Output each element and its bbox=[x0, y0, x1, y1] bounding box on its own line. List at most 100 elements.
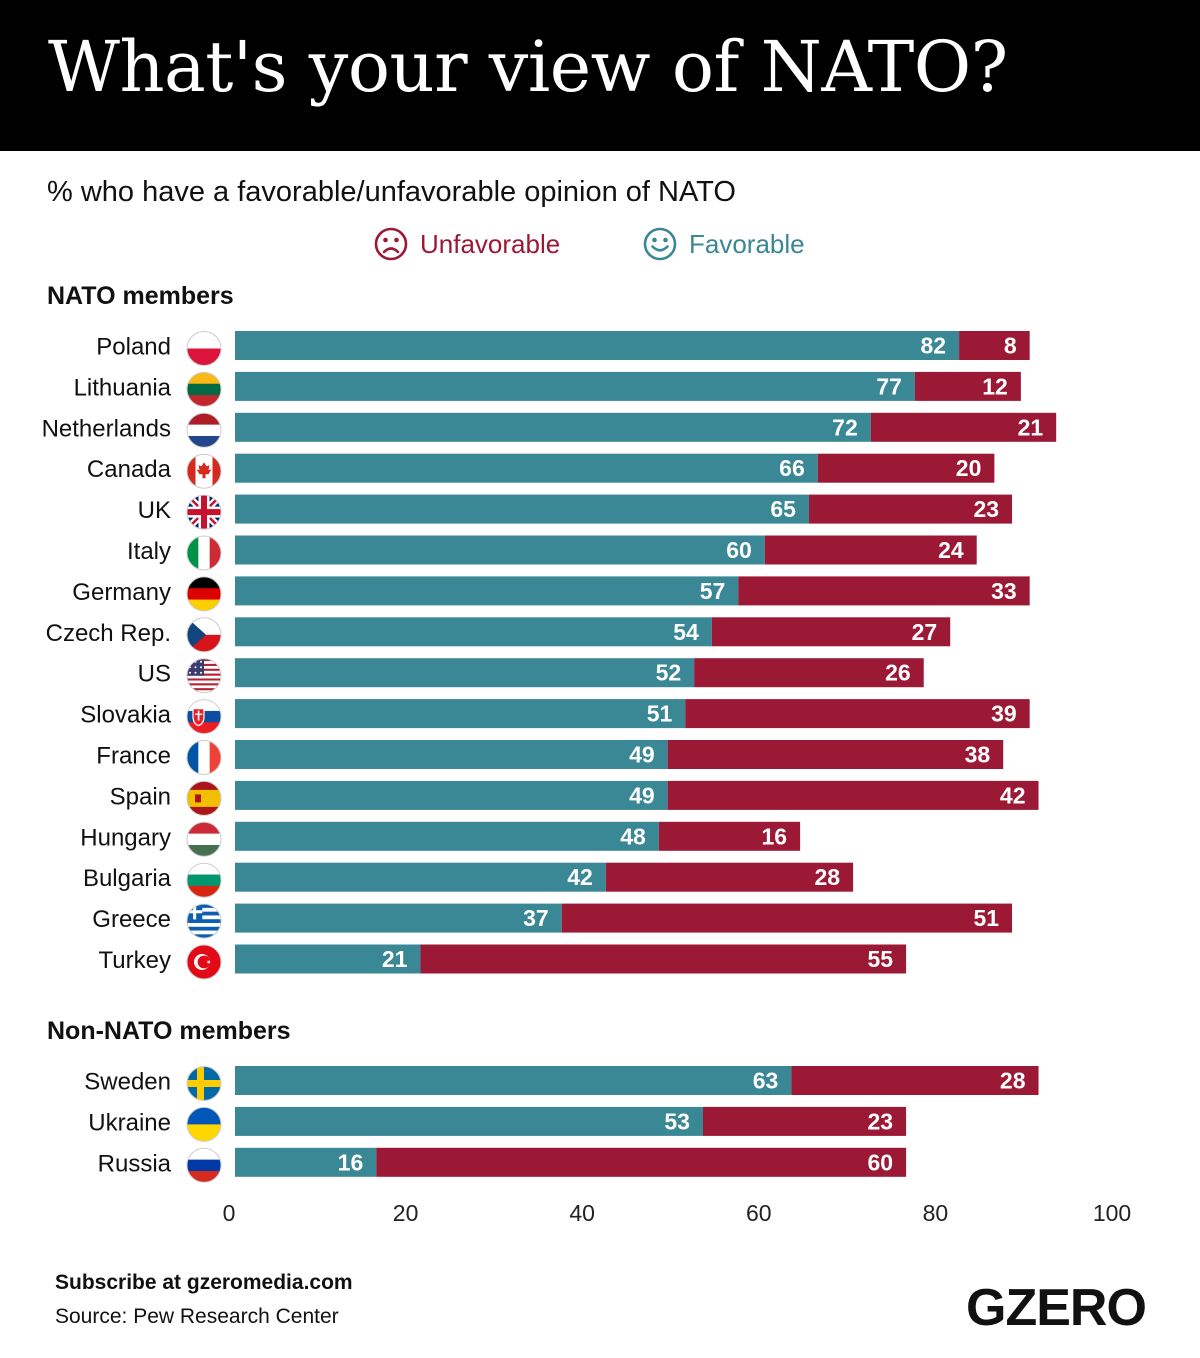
value-label-favorable-hungary: 48 bbox=[620, 823, 646, 849]
bar-unfavorable-poland bbox=[959, 331, 1030, 360]
value-label-favorable-canada: 66 bbox=[779, 455, 805, 481]
value-label-favorable-sweden: 63 bbox=[753, 1068, 779, 1094]
bar-favorable-lithuania bbox=[235, 371, 915, 401]
turkey-flag-icon bbox=[186, 944, 222, 980]
italy-flag-icon bbox=[186, 535, 222, 571]
bar-favorable-spain bbox=[235, 780, 668, 810]
x-tick-label-20: 20 bbox=[393, 1200, 419, 1226]
value-label-unfavorable-spain: 42 bbox=[1000, 782, 1026, 808]
value-label-unfavorable-ukraine: 23 bbox=[867, 1108, 893, 1134]
country-label-uk: UK bbox=[138, 497, 171, 524]
value-label-unfavorable-turkey: 55 bbox=[867, 946, 893, 972]
hungary-flag-icon bbox=[186, 821, 222, 857]
value-label-favorable-turkey: 21 bbox=[382, 946, 408, 972]
value-label-favorable-france: 49 bbox=[629, 742, 655, 768]
country-label-netherlands: Netherlands bbox=[42, 415, 171, 442]
bar-favorable-poland bbox=[235, 331, 960, 360]
group-label-nato-members: NATO members bbox=[47, 282, 234, 310]
country-label-ukraine: Ukraine bbox=[88, 1109, 171, 1136]
value-label-unfavorable-germany: 33 bbox=[991, 578, 1017, 604]
legend-unfavorable: Unfavorable bbox=[374, 226, 560, 262]
value-label-unfavorable-italy: 24 bbox=[938, 537, 964, 563]
bar-unfavorable-uk bbox=[808, 494, 1013, 524]
page-title: What's your view of NATO? bbox=[48, 26, 1008, 108]
country-label-germany: Germany bbox=[72, 579, 171, 606]
bar-favorable-uk bbox=[235, 494, 809, 524]
spain-flag-icon bbox=[186, 780, 222, 816]
country-label-spain: Spain bbox=[110, 783, 171, 810]
country-label-czech-rep: Czech Rep. bbox=[46, 620, 171, 647]
title-banner: What's your view of NATO? bbox=[0, 0, 1200, 151]
bar-favorable-ukraine bbox=[235, 1106, 703, 1136]
value-label-favorable-bulgaria: 42 bbox=[567, 864, 593, 890]
bar-favorable-canada bbox=[235, 453, 818, 483]
poland-flag-icon bbox=[186, 331, 222, 366]
country-label-sweden: Sweden bbox=[84, 1069, 171, 1096]
value-label-unfavorable-sweden: 28 bbox=[1000, 1068, 1026, 1094]
value-label-unfavorable-bulgaria: 28 bbox=[815, 864, 841, 890]
country-label-canada: Canada bbox=[87, 456, 172, 483]
country-label-bulgaria: Bulgaria bbox=[83, 865, 172, 892]
ukraine-flag-icon bbox=[186, 1106, 222, 1142]
country-label-hungary: Hungary bbox=[80, 824, 171, 851]
value-label-favorable-slovakia: 51 bbox=[647, 701, 673, 727]
x-tick-label-0: 0 bbox=[223, 1200, 236, 1226]
bar-favorable-germany bbox=[235, 576, 739, 606]
chart-subtitle: % who have a favorable/unfavorable opini… bbox=[47, 176, 736, 208]
lithuania-flag-icon bbox=[186, 371, 222, 407]
value-label-unfavorable-czech-rep: 27 bbox=[912, 619, 938, 645]
value-label-favorable-spain: 49 bbox=[629, 782, 655, 808]
value-label-favorable-ukraine: 53 bbox=[664, 1108, 690, 1134]
value-label-favorable-uk: 65 bbox=[770, 496, 796, 522]
bar-unfavorable-spain bbox=[667, 780, 1039, 810]
bar-unfavorable-hungary bbox=[658, 821, 801, 851]
value-label-favorable-poland: 82 bbox=[920, 333, 946, 359]
gzero-logo: GZERO bbox=[966, 1279, 1147, 1337]
country-label-lithuania: Lithuania bbox=[74, 374, 172, 401]
bar-favorable-hungary bbox=[235, 821, 659, 851]
bar-unfavorable-ukraine bbox=[702, 1106, 907, 1136]
x-tick-label-80: 80 bbox=[923, 1200, 949, 1226]
x-tick-label-40: 40 bbox=[569, 1200, 595, 1226]
value-label-unfavorable-netherlands: 21 bbox=[1018, 414, 1044, 440]
germany-flag-icon bbox=[186, 576, 222, 612]
country-label-turkey: Turkey bbox=[99, 947, 171, 974]
value-label-unfavorable-greece: 51 bbox=[973, 905, 999, 931]
bar-favorable-sweden bbox=[235, 1066, 792, 1095]
bar-unfavorable-bulgaria bbox=[605, 862, 854, 892]
value-label-favorable-italy: 60 bbox=[726, 537, 752, 563]
value-label-favorable-russia: 16 bbox=[338, 1149, 364, 1175]
value-label-unfavorable-uk: 23 bbox=[973, 496, 999, 522]
bar-unfavorable-canada bbox=[817, 453, 995, 483]
x-tick-label-60: 60 bbox=[746, 1200, 772, 1226]
bar-favorable-france bbox=[235, 740, 668, 769]
bar-unfavorable-slovakia bbox=[685, 699, 1030, 729]
value-label-unfavorable-france: 38 bbox=[965, 742, 991, 768]
russia-flag-icon bbox=[186, 1147, 222, 1183]
value-label-unfavorable-canada: 20 bbox=[956, 455, 982, 481]
value-label-favorable-germany: 57 bbox=[700, 578, 726, 604]
sweden-flag-icon bbox=[186, 1066, 222, 1101]
value-label-favorable-netherlands: 72 bbox=[832, 414, 858, 440]
bulgaria-flag-icon bbox=[186, 862, 222, 898]
bar-unfavorable-germany bbox=[738, 576, 1030, 606]
legend-favorable-label: Favorable bbox=[689, 228, 805, 259]
bar-unfavorable-france bbox=[667, 740, 1004, 769]
x-tick-label-100: 100 bbox=[1093, 1200, 1131, 1226]
frown-icon bbox=[374, 227, 408, 261]
value-label-unfavorable-russia: 60 bbox=[867, 1149, 893, 1175]
value-label-unfavorable-poland: 8 bbox=[1004, 333, 1017, 359]
country-label-us: US bbox=[138, 661, 171, 688]
bar-unfavorable-netherlands bbox=[870, 412, 1057, 442]
us-flag-icon bbox=[186, 658, 222, 694]
bar-unfavorable-greece bbox=[561, 903, 1013, 933]
value-label-unfavorable-hungary: 16 bbox=[762, 823, 788, 849]
bar-favorable-russia bbox=[235, 1147, 377, 1177]
country-label-france: France bbox=[96, 743, 171, 770]
bar-unfavorable-turkey bbox=[420, 944, 907, 974]
value-label-favorable-czech-rep: 54 bbox=[673, 619, 699, 645]
uk-flag-icon bbox=[186, 494, 222, 530]
bar-favorable-us bbox=[235, 658, 695, 688]
legend-favorable: Favorable bbox=[643, 226, 805, 262]
country-label-poland: Poland bbox=[96, 334, 171, 361]
